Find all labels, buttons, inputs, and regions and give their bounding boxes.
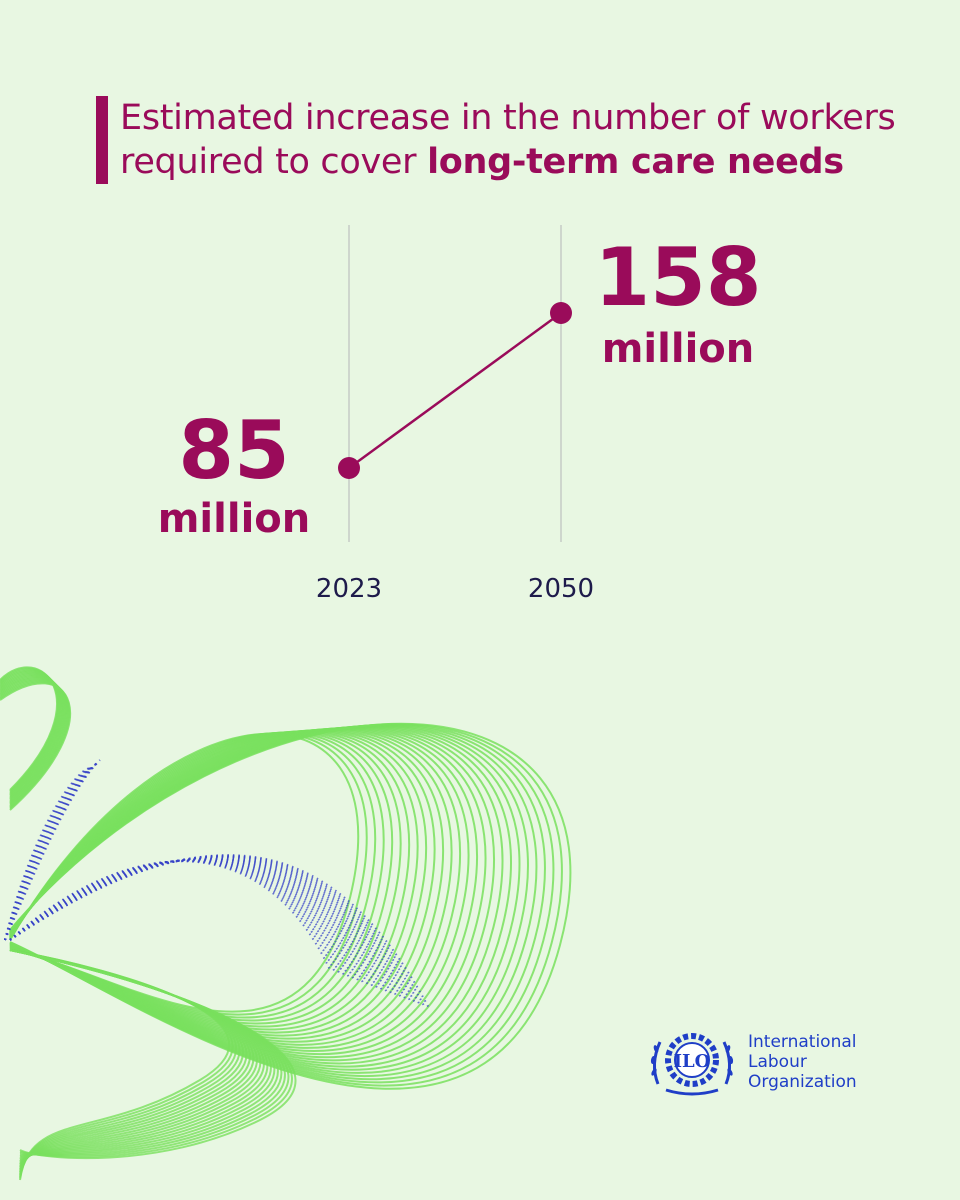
decorative-curve [9,949,297,1160]
logo-text: International Labour Organization [748,1032,857,1092]
title-line-1: Estimated increase in the number of work… [120,98,896,138]
data-point-2050 [550,302,572,324]
decorative-curve [9,860,341,975]
decorative-curve [9,727,478,1056]
decorative-curve [9,722,572,1090]
decorative-curve [9,859,346,977]
logo-line-1: International [748,1032,857,1052]
title-text: Estimated increase in the number of work… [120,96,896,184]
svg-text:ILO: ILO [674,1051,711,1072]
decorative-curve [9,729,428,1037]
decorative-curve [9,857,389,994]
decorative-curve [9,856,408,1001]
title-emphasis: long-term care needs [427,142,844,182]
decorative-curve [9,724,529,1074]
title-accent-bar [96,96,108,184]
decorative-curve [9,730,419,1034]
x-tick-label-2023: 2023 [316,574,382,604]
decorative-curve [9,726,487,1059]
value-label-2023: 85 [178,404,289,497]
ilo-logo: ILO International Labour Organization [644,1024,884,1100]
series-line [348,311,562,470]
title-line-2: required to cover [120,142,428,182]
x-tick-label-2050: 2050 [528,574,594,604]
decorative-curve [9,730,410,1031]
decorative-spiral-graphic [0,666,572,1181]
decorative-curve [9,856,398,998]
chart-title: Estimated increase in the number of work… [96,96,896,184]
unit-label-2023: million [158,496,310,542]
logo-line-2: Labour [748,1052,807,1072]
value-label-2050: 158 [595,231,762,324]
data-point-2023 [338,457,360,479]
decorative-curve [4,767,91,941]
decorative-curve [9,857,393,996]
ilo-emblem-icon: ILO [650,1033,734,1096]
decorative-curve [0,682,72,811]
logo-line-3: Organization [748,1072,857,1092]
unit-label-2050: million [602,326,754,372]
